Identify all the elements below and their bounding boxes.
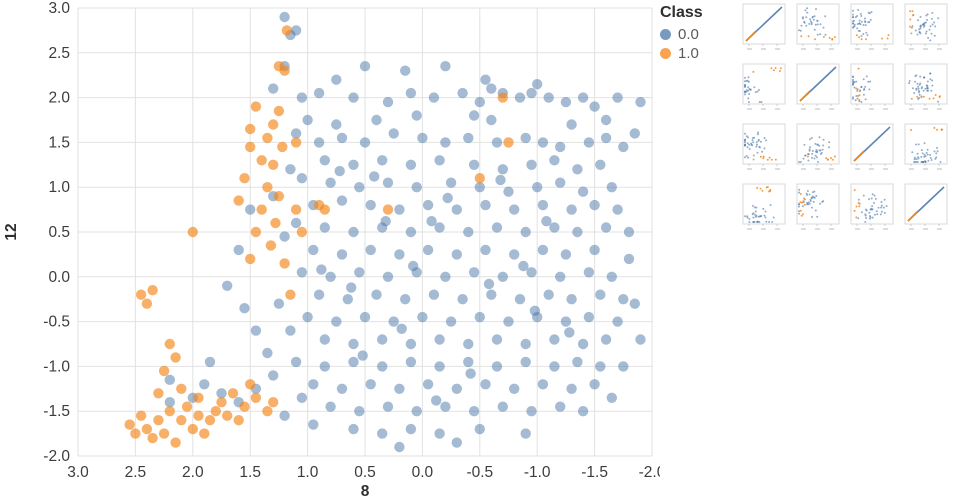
minimap-cell-2-3[interactable]	[902, 122, 952, 178]
y-tick-label: 1.5	[48, 134, 70, 151]
legend-label: 1.0	[678, 45, 699, 62]
minimap-cell-2-0[interactable]	[740, 122, 790, 178]
gridlines	[77, 7, 653, 457]
minimap-cell-0-1[interactable]	[794, 2, 844, 58]
legend-swatch-icon	[660, 48, 671, 59]
x-tick-label: 1.5	[239, 464, 261, 481]
minimap-cell-3-2[interactable]	[848, 182, 898, 238]
minimap-cell-3-1[interactable]	[794, 182, 844, 238]
x-tick-label: 0.0	[412, 464, 434, 481]
y-tick-label: 1.0	[48, 179, 70, 196]
x-tick-label: 2.0	[182, 464, 204, 481]
x-axis-title: 8	[361, 483, 370, 500]
minimap-cell-3-3[interactable]	[902, 182, 952, 238]
scatter-plot[interactable]: 3.02.52.01.51.00.50.0-0.5-1.0-1.5-2.03.0…	[0, 0, 660, 500]
x-tick-label: -1.5	[581, 464, 608, 481]
x-tick-label: -1.0	[524, 464, 551, 481]
legend-item-0.0[interactable]: 0.0	[660, 26, 740, 43]
x-tick-label: 0.5	[354, 464, 376, 481]
x-tick-label: 1.0	[297, 464, 319, 481]
series-1.0	[124, 25, 514, 448]
minimap-cell-3-0[interactable]	[740, 182, 790, 238]
legend-item-1.0[interactable]: 1.0	[660, 45, 740, 62]
splom-minimap[interactable]	[740, 2, 956, 246]
legend-label: 0.0	[678, 26, 699, 43]
x-tick-label: 2.5	[125, 464, 147, 481]
y-tick-label: 0.0	[48, 269, 70, 286]
minimap-cell-1-2[interactable]	[848, 62, 898, 118]
y-tick-label: 0.5	[48, 224, 70, 241]
minimap-cell-2-2[interactable]	[848, 122, 898, 178]
y-tick-label: -1.5	[43, 403, 70, 420]
legend: Class 0.0 1.0	[660, 4, 740, 64]
minimap-cell-0-0[interactable]	[740, 2, 790, 58]
y-tick-label: 2.0	[48, 90, 70, 107]
minimap-cell-1-3[interactable]	[902, 62, 952, 118]
y-tick-label: 2.5	[48, 45, 70, 62]
legend-swatch-icon	[660, 29, 671, 40]
y-axis-title: 12	[3, 223, 20, 240]
axis-tick-labels: 3.02.52.01.51.00.50.0-0.5-1.0-1.5-2.03.0…	[43, 0, 660, 481]
y-tick-label: -0.5	[43, 314, 70, 331]
minimap-cell-0-2[interactable]	[848, 2, 898, 58]
minimap-cell-1-1[interactable]	[794, 62, 844, 118]
y-tick-label: -1.0	[43, 358, 70, 375]
x-tick-label: -0.5	[466, 464, 493, 481]
y-tick-label: -2.0	[43, 448, 70, 465]
minimap-cell-0-3[interactable]	[902, 2, 952, 58]
series-0.0	[164, 11, 646, 453]
legend-title: Class	[660, 4, 703, 21]
minimap-cell-2-1[interactable]	[794, 122, 844, 178]
x-tick-label: -2.0	[639, 464, 660, 481]
minimap-cell-1-0[interactable]	[740, 62, 790, 118]
y-tick-label: 3.0	[48, 0, 70, 17]
x-tick-label: 3.0	[67, 464, 89, 481]
